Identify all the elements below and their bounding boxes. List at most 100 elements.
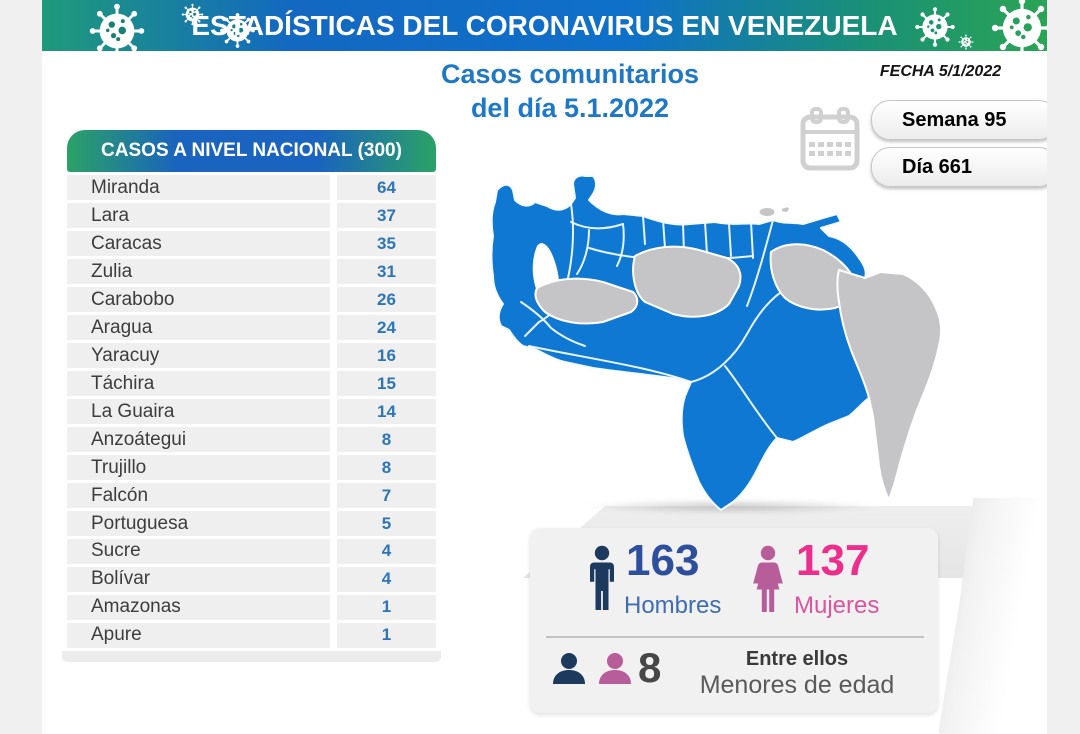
minors-line1: Entre ellos xyxy=(745,648,849,670)
state-name: Yaracuy xyxy=(67,342,330,369)
stats-panel: 163 Hombres 137 Mujeres 8 Entre ellos Me… xyxy=(530,528,938,713)
map-unaffected-barinas xyxy=(534,277,639,325)
cell-gap xyxy=(330,427,337,452)
cell-gap xyxy=(330,595,337,620)
cell-gap xyxy=(330,371,337,396)
table-row: Carabobo 26 xyxy=(67,286,436,313)
boy-bust-icon xyxy=(553,653,585,684)
state-cases: 8 xyxy=(337,426,436,453)
state-name: Bolívar xyxy=(67,566,330,593)
page-title-line1: Casos comunitarios xyxy=(440,59,700,89)
men-count: 163 xyxy=(626,536,700,585)
day-badge: Día 661 xyxy=(871,147,1058,187)
state-name: Carabobo xyxy=(67,286,330,313)
state-cases: 31 xyxy=(337,258,436,285)
panel-divider xyxy=(546,636,924,638)
table-row: Zulia 31 xyxy=(67,258,436,285)
cell-gap xyxy=(330,315,337,340)
calendar-icon xyxy=(800,107,860,171)
state-cases: 24 xyxy=(337,314,436,341)
map-unaffected-islet xyxy=(780,205,791,214)
state-cases: 8 xyxy=(337,454,436,481)
table-footer xyxy=(62,650,441,662)
girl-bust-icon xyxy=(599,653,631,684)
state-cases: 35 xyxy=(337,230,436,257)
page-title-line2: del día 5.1.2022 xyxy=(470,93,670,123)
table-row: Caracas 35 xyxy=(67,230,436,257)
state-name: Falcón xyxy=(67,482,330,509)
cell-gap xyxy=(330,175,337,200)
cell-gap xyxy=(330,483,337,508)
state-cases: 26 xyxy=(337,286,436,313)
week-badge: Semana 95 xyxy=(871,100,1058,140)
state-cases: 1 xyxy=(337,622,436,649)
cases-table: CASOS A NIVEL NACIONAL (300) Miranda 64 … xyxy=(62,130,441,662)
table-row: Yaracuy 16 xyxy=(67,342,436,369)
women-label: Mujeres xyxy=(794,592,880,619)
table-row: Táchira 15 xyxy=(67,370,436,397)
cell-gap xyxy=(330,623,337,648)
venezuela-map xyxy=(490,174,943,511)
table-row: Aragua 24 xyxy=(67,314,436,341)
banner: ESTADÍSTICAS DEL CORONAVIRUS EN VENEZUEL… xyxy=(42,0,1047,51)
state-cases: 1 xyxy=(337,594,436,621)
state-name: Sucre xyxy=(67,538,330,565)
cell-gap xyxy=(330,287,337,312)
state-cases: 64 xyxy=(337,175,436,201)
minors-line2: Menores de edad xyxy=(699,671,895,699)
cell-gap xyxy=(330,343,337,368)
date-label: FECHA 5/1/2022 xyxy=(879,63,1002,80)
state-name: La Guaira xyxy=(67,398,330,425)
left-margin xyxy=(0,0,42,734)
state-name: Táchira xyxy=(67,370,330,397)
cell-gap xyxy=(330,259,337,284)
cell-gap xyxy=(330,399,337,424)
table-row: Anzoátegui 8 xyxy=(67,426,436,453)
right-margin xyxy=(1047,0,1080,734)
state-cases: 4 xyxy=(337,538,436,565)
table-row: Sucre 4 xyxy=(67,538,436,565)
cell-gap xyxy=(330,567,337,592)
cell-gap xyxy=(330,231,337,256)
table-row: Falcón 7 xyxy=(67,482,436,509)
table-row: Bolívar 4 xyxy=(67,566,436,593)
table-row: Portuguesa 5 xyxy=(67,510,436,537)
table-row: Trujillo 8 xyxy=(67,454,436,481)
table-row: Miranda 64 xyxy=(67,175,436,201)
state-name: Aragua xyxy=(67,314,330,341)
state-name: Amazonas xyxy=(67,594,330,621)
man-icon xyxy=(590,545,614,610)
state-name: Anzoátegui xyxy=(67,426,330,453)
table-row: Apure 1 xyxy=(67,622,436,649)
cell-gap xyxy=(330,511,337,536)
state-cases: 15 xyxy=(337,370,436,397)
table-row: Amazonas 1 xyxy=(67,594,436,621)
state-name: Lara xyxy=(67,202,330,229)
state-cases: 7 xyxy=(337,482,436,509)
men-label: Hombres xyxy=(624,592,722,619)
state-cases: 37 xyxy=(337,202,436,229)
table-row: Lara 37 xyxy=(67,202,436,229)
state-name: Miranda xyxy=(67,175,330,201)
table-header: CASOS A NIVEL NACIONAL (300) xyxy=(67,130,436,172)
cell-gap xyxy=(330,455,337,480)
state-cases: 5 xyxy=(337,510,436,537)
state-cases: 14 xyxy=(337,398,436,425)
map-unaffected-center xyxy=(632,245,742,318)
minors-count: 8 xyxy=(638,644,662,691)
state-name: Zulia xyxy=(67,258,330,285)
state-name: Portuguesa xyxy=(67,510,330,537)
map-shadow xyxy=(580,499,880,514)
state-cases: 16 xyxy=(337,342,436,369)
cell-gap xyxy=(330,203,337,228)
state-cases: 4 xyxy=(337,566,436,593)
state-name: Caracas xyxy=(67,230,330,257)
state-name: Apure xyxy=(67,622,330,649)
page-title: Casos comunitarios del día 5.1.2022 xyxy=(380,57,760,125)
map-unaffected-island xyxy=(757,206,777,218)
map-unaffected-esequibo xyxy=(836,269,943,501)
cell-gap xyxy=(330,539,337,564)
table-rows: Miranda 64 Lara 37 Caracas 35 Zulia 31 C… xyxy=(67,175,436,649)
women-count: 137 xyxy=(796,536,870,585)
